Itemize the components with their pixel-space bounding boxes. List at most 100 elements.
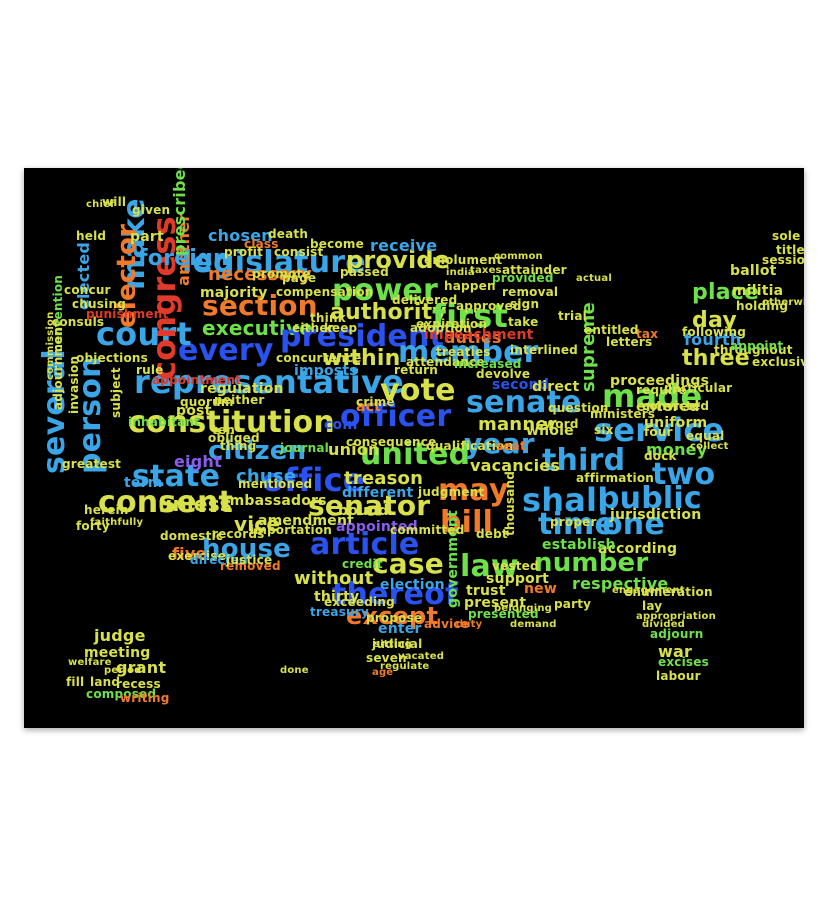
word-ministers: ministers [590,407,656,421]
word-duties: duties [444,328,502,347]
word-thing: thing [220,439,257,453]
word-provide: provide [346,246,451,274]
word-think: think [310,311,346,325]
word-treaties: treaties [436,345,491,359]
word-neither: neither [214,393,265,407]
word-two: two [652,457,716,492]
word-herein: herein [84,503,129,517]
word-promote: promote [252,267,311,281]
word-death: death [268,227,309,241]
word-objections: objections [76,351,148,365]
word-particular: particular [664,381,733,395]
word-vice: vice [234,512,281,536]
word-may: may [438,473,509,508]
word-take: take [508,315,539,329]
word-new: new [524,581,557,597]
word-four: four [644,425,673,439]
word-ambassadors: ambassadors [220,493,327,509]
word-committed: committed [390,523,465,537]
word-according: according [598,541,678,557]
word-justice: justice [226,553,273,567]
word-representative: representative [134,363,404,401]
word-citizen: citizen [208,436,307,466]
word-appointment: appointment [152,373,242,387]
word-vacancies: vacancies [470,456,561,475]
word-chuse: chuse [236,466,297,487]
word-appointed: appointed [336,519,418,535]
word-within: within [322,346,401,371]
word-faithfully: faithfully [90,517,144,528]
word-cloud-poster: legislature provide power authority section e… [24,168,804,728]
word-exclusive: exclusive [752,355,804,369]
word-judgment: judgment [418,485,485,499]
word-either: either [292,321,334,335]
word-obliged: obliged [208,431,260,445]
word-question: question [548,401,609,415]
word-meeting: meeting [84,645,151,661]
word-bound: bound [338,503,389,519]
word-journal: journal [280,441,329,455]
word-attainder: attainder [502,263,567,277]
word-engagement: engagement [612,585,685,596]
word-tax: tax [636,327,659,341]
word-subject: subject [109,367,123,418]
word-consuls: consuls [52,315,105,329]
word-forty: forty [76,519,110,533]
word-enumeration: enumeration [624,585,713,599]
word-one: one [602,507,665,542]
word-class: class [244,237,279,251]
word-quorum: quorum [180,395,234,409]
word-legislature: legislature [182,245,366,280]
word-happen: happen [444,279,496,293]
word-directed: directed [190,553,248,567]
word-period: period [104,665,142,676]
word-entitled: entitled [584,323,639,337]
word-president: president [280,319,445,354]
word-money: money [646,440,708,459]
word-debt: debt [476,527,508,541]
word-trial: trial [558,309,587,323]
word-held: held [76,229,107,243]
word-term: term [124,475,163,491]
word-divided: divided [642,619,686,630]
word-service: service [594,411,725,449]
word-attendance: attendance [406,355,485,369]
word-chosen: chosen [208,226,273,245]
word-executive: executive [202,316,313,340]
word-compensation: compensation [276,285,374,299]
word-imposts: imposts [294,363,358,379]
word-jurisdiction: jurisdiction [610,507,702,523]
word-devolve: devolve [476,367,531,381]
word-constitution: constitution [128,405,335,440]
word-impeachment: impeachment [424,327,534,343]
word-seven: seven [366,651,407,665]
word-punishment: punishment [86,307,169,321]
word-importation: importation [250,523,333,537]
word-six: six [594,423,614,437]
word-judicial: judicial [372,637,423,651]
word-require: require [636,383,687,397]
word-enter: enter [378,621,422,637]
word-ten: ten [212,423,236,437]
word-public: public [598,481,702,516]
word-prescribed: prescribed [170,168,189,256]
word-holding: holding [736,299,789,313]
word-delivered: delivered [392,293,458,307]
word-except: except [346,602,439,630]
word-judge: judge [94,626,146,645]
word-union: union [328,440,380,459]
word-composed: composed [86,687,157,701]
word-foreign: foreign [138,246,229,271]
word-domestic: domestic [160,529,224,543]
word-grant: grant [116,658,167,677]
word-year: year [464,427,535,460]
word-entered: entered [636,399,700,415]
word-consent: consent [98,485,234,520]
word-trust: trust [466,583,506,599]
word-five: five [172,544,207,563]
word-greatest: greatest [62,457,122,471]
word-consist: consist [274,245,324,259]
word-uniform: uniform [644,415,708,431]
word-adjourn: adjourn [650,627,704,641]
word-labour: labour [656,669,701,683]
